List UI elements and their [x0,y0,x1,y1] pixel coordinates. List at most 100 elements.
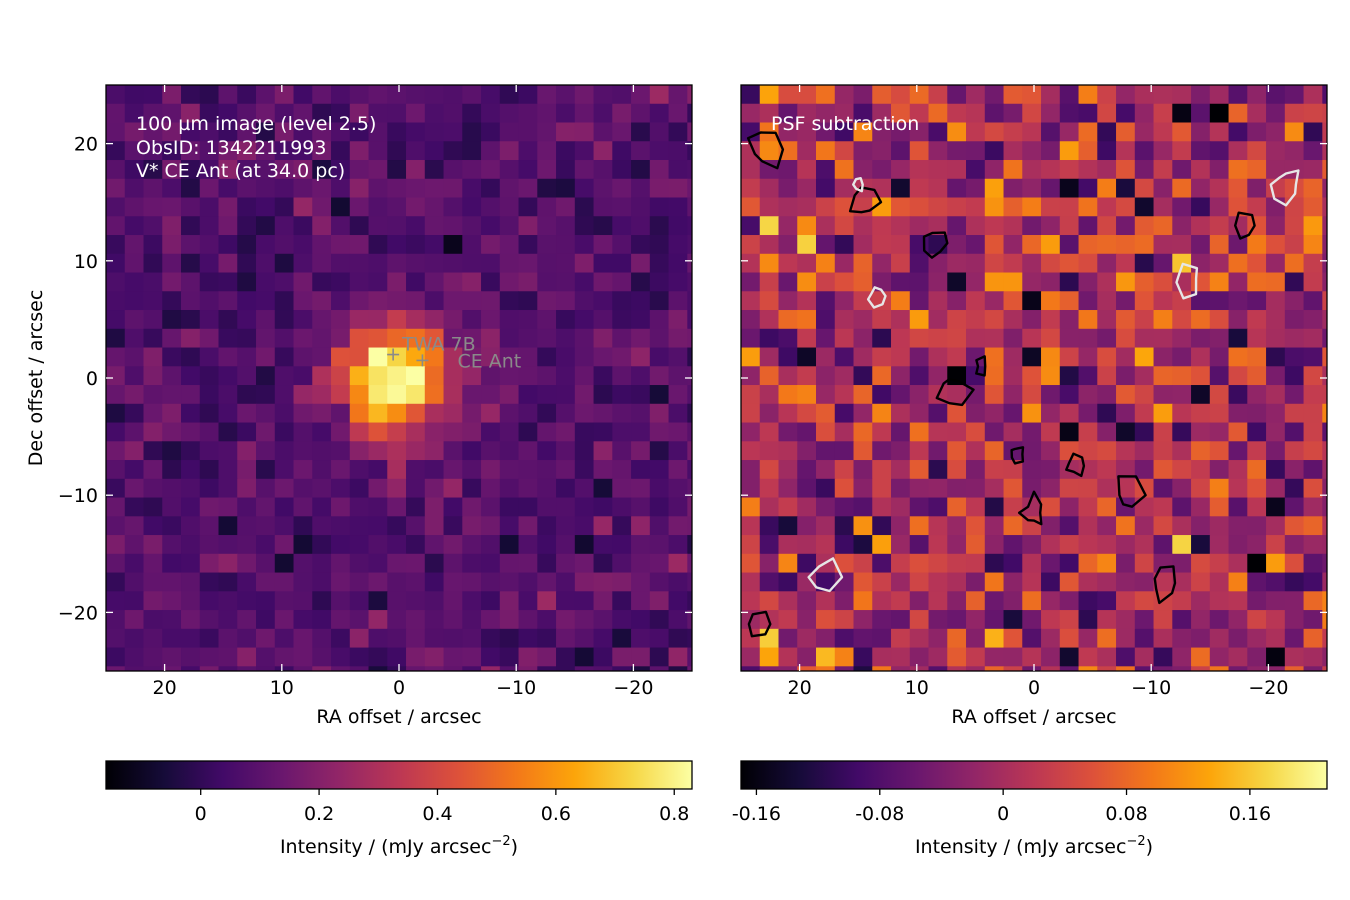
heatmap-cell [368,628,388,649]
heatmap-cell [499,553,520,574]
heatmap-cell [349,197,370,217]
heatmap-cell [1247,610,1267,630]
heatmap-cell [349,103,370,124]
heatmap-cell [1116,272,1136,292]
heatmap-cell [574,197,595,217]
heatmap-cell [966,497,986,517]
heatmap-cell [1097,422,1117,442]
heatmap-cell [834,253,855,274]
heatmap-cell [891,178,911,199]
heatmap-cell [406,535,426,555]
heatmap-cell [1078,385,1098,405]
heatmap-cell [966,572,986,592]
heatmap-cell [181,197,201,217]
heatmap-cell [1078,478,1098,499]
heatmap-cell [181,85,201,105]
heatmap-cell [124,310,145,330]
heatmap-cell [1022,103,1042,124]
heatmap-cell [872,666,892,671]
heatmap-cell [181,610,201,630]
heatmap-cell [1191,178,1211,199]
heatmap-cell [162,272,182,292]
heatmap-cell [834,572,855,592]
heatmap-cell [1266,122,1286,142]
heatmap-cell [368,497,388,517]
heatmap-cell [891,366,911,386]
heatmap-cell [797,591,817,611]
heatmap-cell [293,647,313,667]
heatmap-cell [443,310,463,330]
heatmap-cell [1247,553,1267,574]
heatmap-cell [687,610,692,630]
heatmap-cell [1134,591,1155,611]
heatmap-cell [1003,628,1023,649]
heatmap-cell [1303,497,1323,517]
heatmap-cell [909,122,930,142]
heatmap-cell [816,610,836,630]
colorbar-right-gradient [740,760,1328,790]
heatmap-cell [293,422,313,442]
heatmap-cell [741,385,761,405]
heatmap-cell [424,141,445,161]
heatmap-cell [106,291,126,311]
heatmap-cell [124,591,145,611]
heatmap-cell [237,366,257,386]
heatmap-cell [106,478,126,499]
heatmap-cell [909,85,930,105]
heatmap-cell [631,347,651,367]
heatmap-cell [368,160,388,180]
heatmap-cell [1134,160,1155,180]
heatmap-cell [162,103,182,124]
heatmap-cell [1097,328,1117,349]
heatmap-cell [274,666,295,671]
heatmap-cell [424,122,445,142]
heatmap-cell [1247,403,1267,424]
heatmap-cell [574,85,595,105]
heatmap-cell [759,85,780,105]
heatmap-cell [237,628,257,649]
heatmap-cell [687,647,692,667]
heatmap-cell [816,385,836,405]
heatmap-cell [1247,478,1267,499]
heatmap-cell [349,497,370,517]
heatmap-cell [1228,291,1248,311]
heatmap-cell [1003,666,1023,671]
heatmap-cell [687,572,692,592]
heatmap-cell [928,197,948,217]
heatmap-cell [1322,422,1327,442]
heatmap-cell [1247,441,1267,461]
heatmap-cell [966,366,986,386]
heatmap-cell [143,478,163,499]
heatmap-cell [537,666,557,671]
heatmap-cell [162,553,182,574]
heatmap-cell [891,253,911,274]
heatmap-cell [368,572,388,592]
heatmap-cell [872,403,892,424]
heatmap-cell [256,253,276,274]
heatmap-cell [797,553,817,574]
heatmap-cell [1191,85,1211,105]
negative-contour [1175,262,1199,300]
heatmap-cell [649,122,670,142]
heatmap-cell [631,160,651,180]
heatmap-cell [759,666,780,671]
heatmap-cell [631,310,651,330]
heatmap-cell [1172,216,1192,236]
heatmap-cell [256,178,276,199]
heatmap-cell [947,591,967,611]
heatmap-cell [162,178,182,199]
heatmap-cell [984,478,1005,499]
heatmap-cell [162,122,182,142]
heatmap-cell [834,310,855,330]
heatmap-cell [1097,197,1117,217]
heatmap-cell [741,122,761,142]
heatmap-cell [462,497,482,517]
heatmap-cell [199,103,220,124]
heatmap-cell [909,666,930,671]
heatmap-cell [834,535,855,555]
heatmap-cell [1228,591,1248,611]
heatmap-cell [612,347,632,367]
heatmap-cell [1172,103,1192,124]
heatmap-cell [1003,253,1023,274]
